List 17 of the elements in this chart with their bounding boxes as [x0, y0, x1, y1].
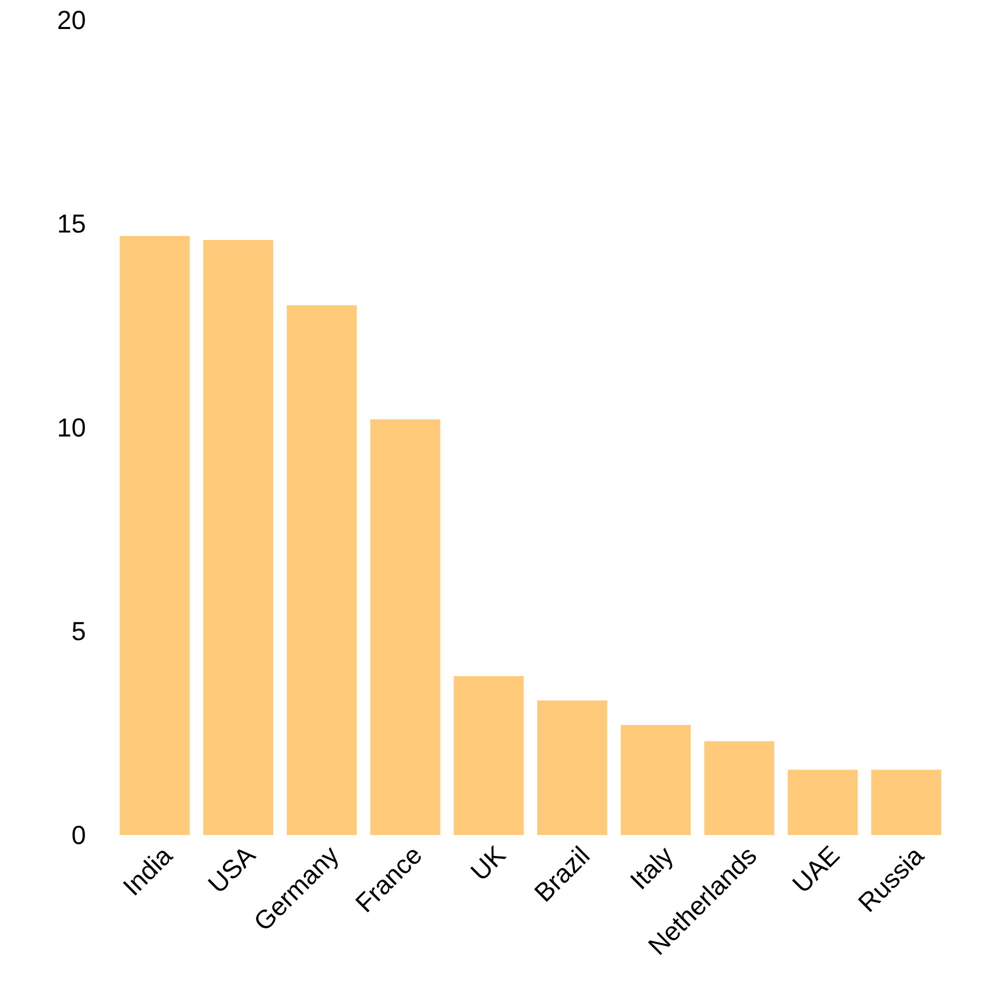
y-tick-label: 20 [58, 10, 85, 30]
bar [286, 305, 357, 835]
y-tick-label: 0 [72, 826, 85, 844]
bar [620, 724, 691, 835]
x-tick-label: UK [470, 845, 507, 878]
y-tick-label: 5 [72, 622, 85, 640]
bar [537, 700, 608, 835]
bar [370, 419, 440, 835]
bar [788, 770, 858, 835]
x-tick-label: USA [208, 849, 257, 891]
bar [871, 770, 942, 835]
y-tick-label: 10 [58, 418, 85, 437]
bar [454, 676, 524, 835]
y-tick-label: 15 [58, 214, 85, 233]
bar [704, 741, 774, 835]
bar [203, 240, 274, 835]
bar [120, 236, 190, 835]
